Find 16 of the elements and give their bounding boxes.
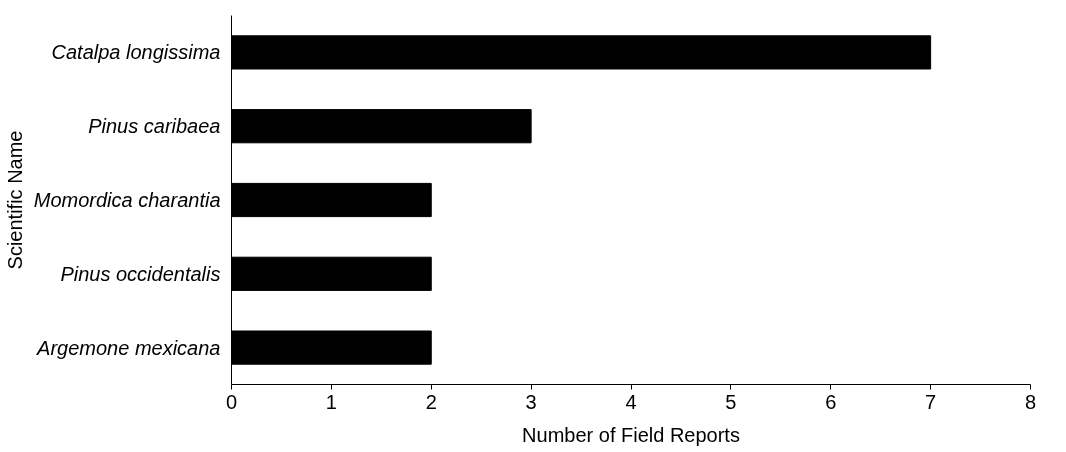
x-tick-label: 5 bbox=[725, 390, 737, 413]
x-tick-label: 1 bbox=[325, 390, 337, 413]
x-tick-label: 8 bbox=[1024, 390, 1037, 413]
x-tick-label: 2 bbox=[425, 390, 437, 413]
x-tick-label: 7 bbox=[925, 390, 937, 413]
y-tick-label: Pinus occidentalis bbox=[60, 262, 221, 285]
y-tick-label: Catalpa longissima bbox=[51, 41, 221, 64]
y-axis-title: Scientific Name bbox=[3, 130, 26, 270]
x-tick-label: 4 bbox=[625, 390, 637, 413]
x-tick-label: 3 bbox=[525, 390, 537, 413]
x-axis-title: Number of Field Reports bbox=[522, 423, 740, 446]
y-tick-label: Pinus caribaea bbox=[88, 115, 221, 138]
y-tick-label: Argemone mexicana bbox=[36, 336, 221, 359]
x-tick-label: 0 bbox=[225, 390, 238, 413]
x-tick-label: 6 bbox=[825, 390, 837, 413]
y-tick-label: Momordica charantia bbox=[33, 189, 221, 211]
